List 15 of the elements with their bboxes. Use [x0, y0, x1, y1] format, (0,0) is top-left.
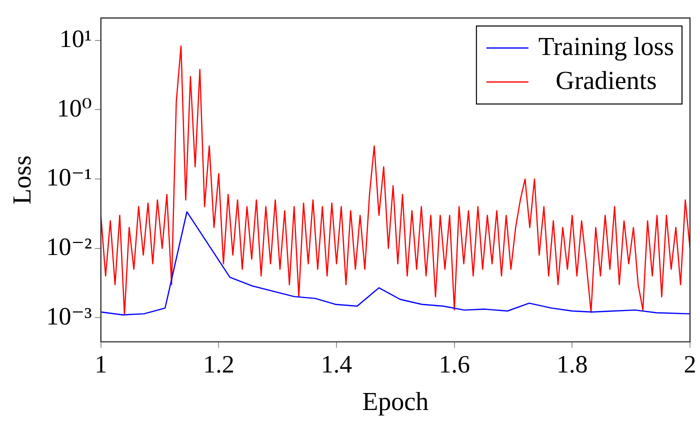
y-axis-title: Loss	[7, 155, 36, 204]
x-tick-label: 1.2	[203, 351, 234, 378]
x-tick-label: 2	[684, 351, 696, 378]
x-axis-title: Epoch	[362, 387, 429, 416]
y-tick-label: 10⁻²	[46, 234, 92, 261]
x-tick-label: 1.4	[320, 351, 353, 378]
y-tick-label: 10⁻³	[46, 303, 92, 330]
y-tick-label: 10⁰	[56, 95, 92, 122]
x-tick-label: 1.6	[438, 351, 470, 378]
y-tick-label: 10⁻¹	[46, 164, 92, 192]
x-tick-label: 1.8	[556, 351, 588, 378]
y-tick-label: 10¹	[59, 26, 92, 53]
legend-label: Gradients	[556, 66, 657, 95]
x-tick-label: 1	[94, 351, 108, 378]
legend-label: Training loss	[538, 32, 674, 61]
